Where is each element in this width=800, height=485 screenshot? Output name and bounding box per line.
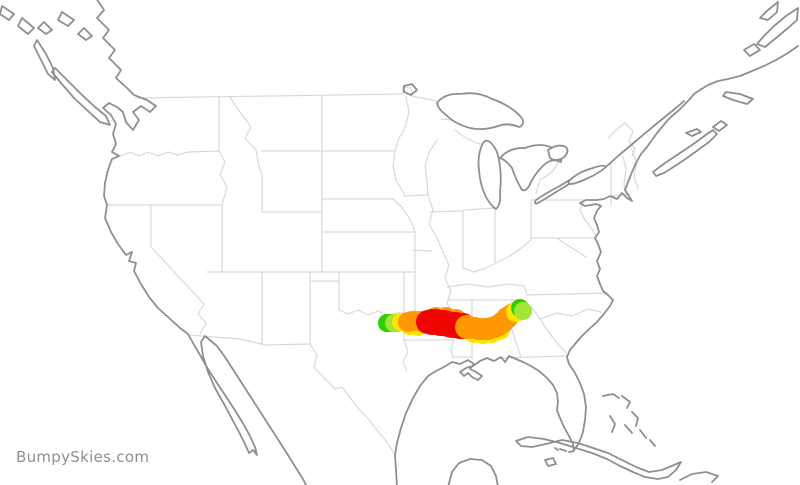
florida-keys <box>554 447 575 453</box>
watermark: BumpySkies.com <box>16 448 150 466</box>
lake-michigan <box>477 139 502 210</box>
turbulence-point-light <box>514 302 532 320</box>
state-borders <box>106 86 639 456</box>
lake-of-the-woods <box>403 83 418 96</box>
cuba <box>515 436 682 480</box>
bahamas <box>602 393 656 447</box>
anticosti-island <box>722 91 754 105</box>
bc-islands <box>0 5 93 41</box>
st-lawrence-river <box>606 100 685 167</box>
lake-superior <box>436 92 524 131</box>
yucatan <box>447 458 499 485</box>
vancouver-island <box>51 67 111 126</box>
gulf-atlantic-coast <box>394 45 799 485</box>
border-us-canada <box>135 86 439 103</box>
hispaniola-edge <box>679 471 719 483</box>
nova-scotia <box>652 129 718 177</box>
newfoundland <box>743 1 799 57</box>
georgian-bay <box>547 144 569 161</box>
cape-breton <box>712 120 728 132</box>
lake-ontario <box>567 164 607 185</box>
prince-edward-island <box>685 128 702 137</box>
border-us-mexico <box>187 334 311 346</box>
pacific-coast <box>96 0 308 485</box>
flight-path <box>378 299 532 344</box>
lake-huron <box>499 144 563 192</box>
border-rio-grande <box>309 343 396 456</box>
haida-gwaii <box>33 39 56 81</box>
